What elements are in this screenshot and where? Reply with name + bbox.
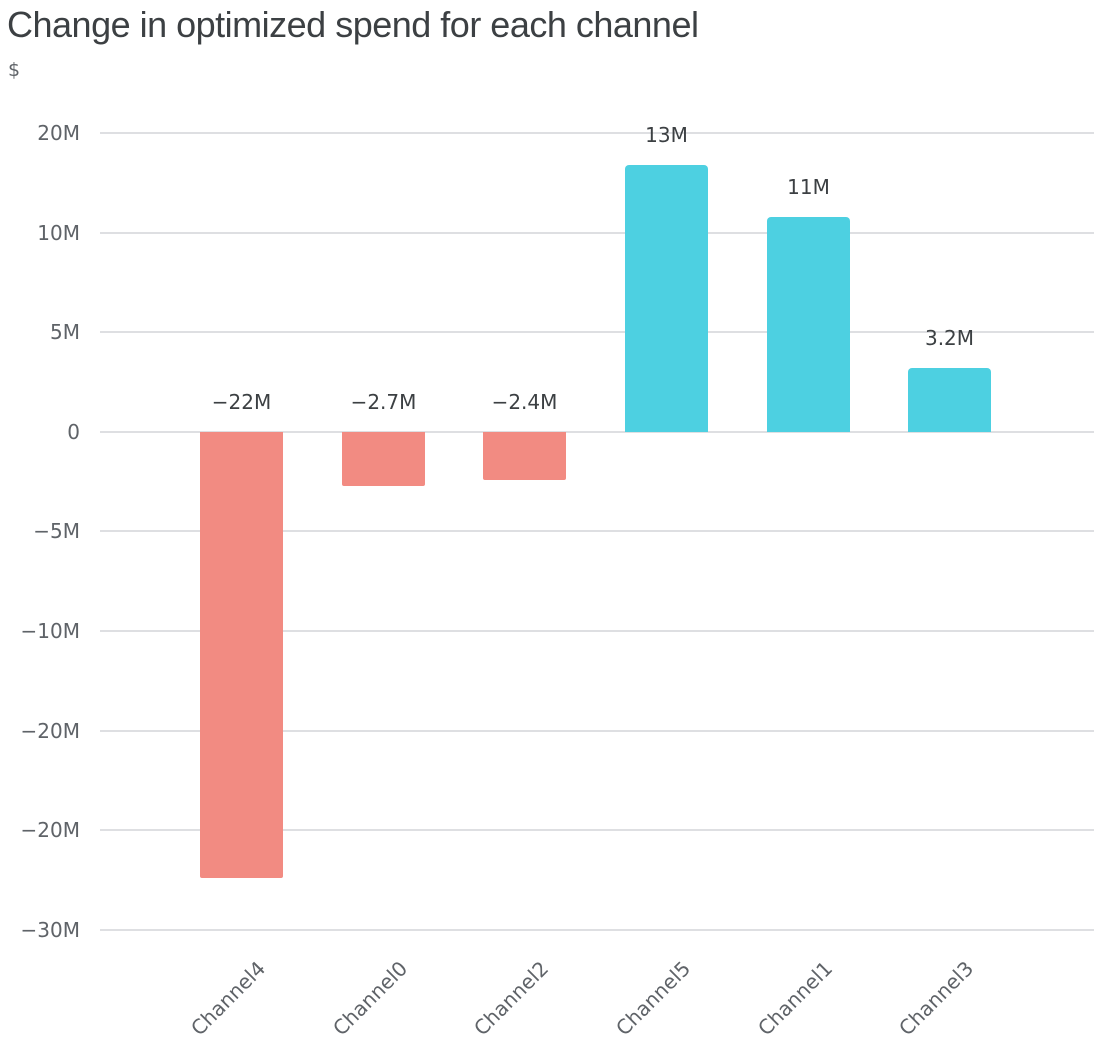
bar-channel1	[767, 216, 850, 432]
y-tick-label: 10M	[37, 220, 80, 245]
bar-channel2	[483, 431, 566, 480]
bar-value-label: −2.4M	[491, 389, 558, 414]
gridline	[100, 630, 1094, 632]
x-tick-label-channel2: Channel2	[468, 956, 553, 1041]
bar-value-label: 3.2M	[924, 326, 975, 351]
bar-value-label: 11M	[787, 174, 830, 199]
chart-title: Change in optimized spend for each chann…	[7, 4, 699, 45]
bar-channel5	[625, 164, 708, 432]
y-axis-unit-label: $	[8, 59, 21, 81]
x-tick-label-channel3: Channel3	[893, 956, 978, 1041]
x-tick-label-channel5: Channel5	[610, 956, 695, 1041]
gridline	[100, 729, 1094, 732]
gridline	[100, 231, 1094, 234]
bar-value-label: 13M	[645, 122, 688, 147]
x-tick-label-channel1: Channel1	[752, 956, 837, 1041]
gridline	[100, 829, 1094, 832]
bar-value-label: −22M	[211, 389, 272, 414]
gridline	[100, 530, 1094, 533]
y-tick-label: −5M	[33, 519, 80, 544]
gridline	[100, 331, 1094, 334]
y-tick-label: −30M	[20, 917, 80, 942]
gridline	[100, 430, 1094, 433]
gridline	[100, 928, 1094, 931]
y-tick-label: 20M	[37, 121, 80, 145]
bar-value-label: −2.7M	[350, 389, 417, 414]
y-tick-label: 0	[67, 419, 80, 444]
bar-channel0	[342, 431, 425, 486]
y-tick-label: 5M	[50, 320, 80, 345]
gridline	[100, 132, 1094, 134]
bar-channel4	[200, 431, 283, 878]
y-tick-label: −20M	[20, 718, 80, 743]
x-tick-label-channel0: Channel0	[327, 956, 412, 1041]
bar-channel3	[908, 368, 991, 432]
y-tick-label: −20M	[20, 818, 80, 843]
y-tick-label: −10M	[20, 619, 80, 643]
x-tick-label-channel4: Channel4	[185, 956, 270, 1041]
